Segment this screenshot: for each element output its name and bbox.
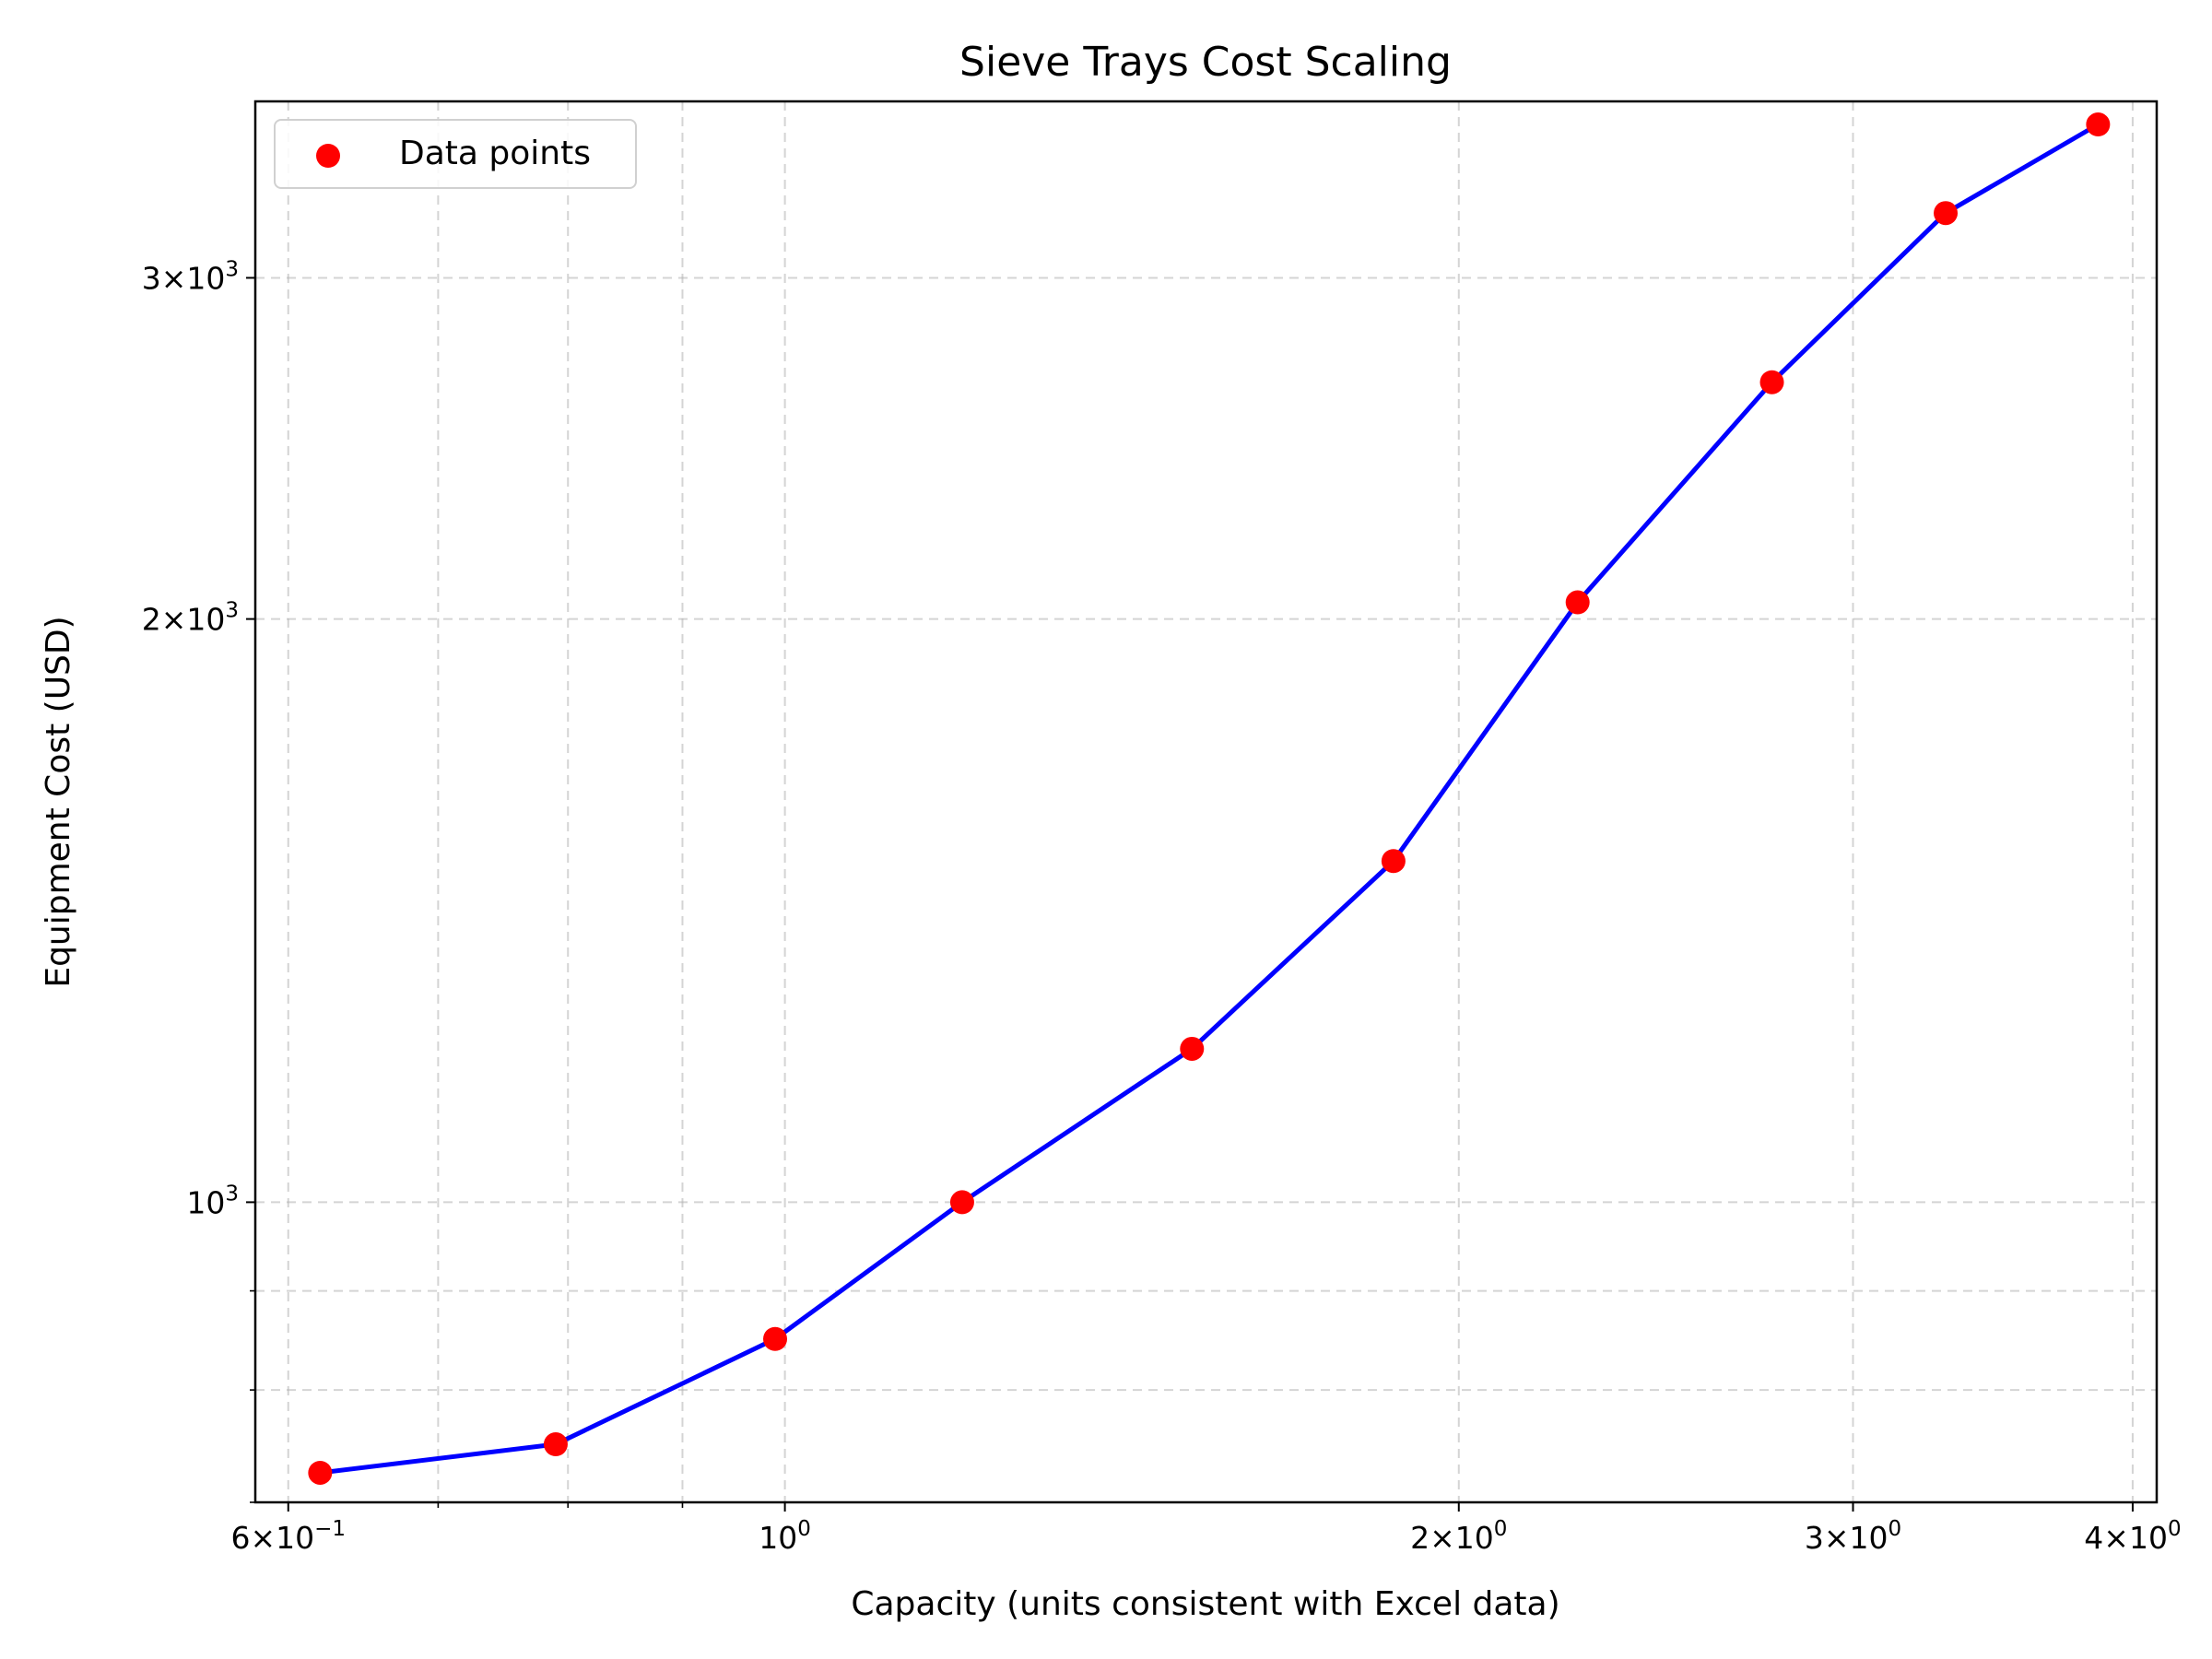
x-tick-label: 100 bbox=[759, 1517, 811, 1556]
x-tick-label: 2×100 bbox=[1410, 1517, 1507, 1556]
data-point bbox=[308, 1460, 333, 1485]
x-tick-label: 6×10−1 bbox=[230, 1517, 346, 1556]
data-point bbox=[2086, 112, 2111, 137]
x-tick-label: 3×100 bbox=[1805, 1517, 1901, 1556]
y-tick-label: 103 bbox=[186, 1182, 239, 1220]
data-point bbox=[1934, 201, 1959, 226]
y-tick-label: 3×103 bbox=[142, 257, 239, 296]
y-tick-label: 2×103 bbox=[142, 599, 239, 638]
data-point bbox=[1381, 849, 1406, 874]
data-point bbox=[543, 1432, 568, 1457]
legend: Data points bbox=[274, 119, 637, 189]
data-point bbox=[1180, 1036, 1205, 1061]
data-point bbox=[1565, 590, 1590, 615]
x-axis-label: Capacity (units consistent with Excel da… bbox=[851, 1585, 1559, 1623]
legend-label: Data points bbox=[399, 135, 591, 172]
ticks: 6×10−1 100 2×100 3×100 4×100 103 2×103 3×103 bbox=[142, 257, 2182, 1556]
legend-marker bbox=[316, 144, 340, 168]
plot-frame bbox=[253, 100, 2159, 1504]
series-line bbox=[317, 122, 2100, 1476]
x-tick-label: 4×100 bbox=[2084, 1517, 2181, 1556]
chart-title: Sieve Trays Cost Scaling bbox=[959, 39, 1452, 86]
y-axis-label: Equipment Cost (USD) bbox=[40, 616, 77, 987]
data-point bbox=[1759, 370, 1784, 394]
series bbox=[308, 112, 2111, 1485]
legend-box bbox=[274, 119, 637, 189]
data-point bbox=[949, 1190, 974, 1215]
data-point bbox=[763, 1326, 788, 1351]
